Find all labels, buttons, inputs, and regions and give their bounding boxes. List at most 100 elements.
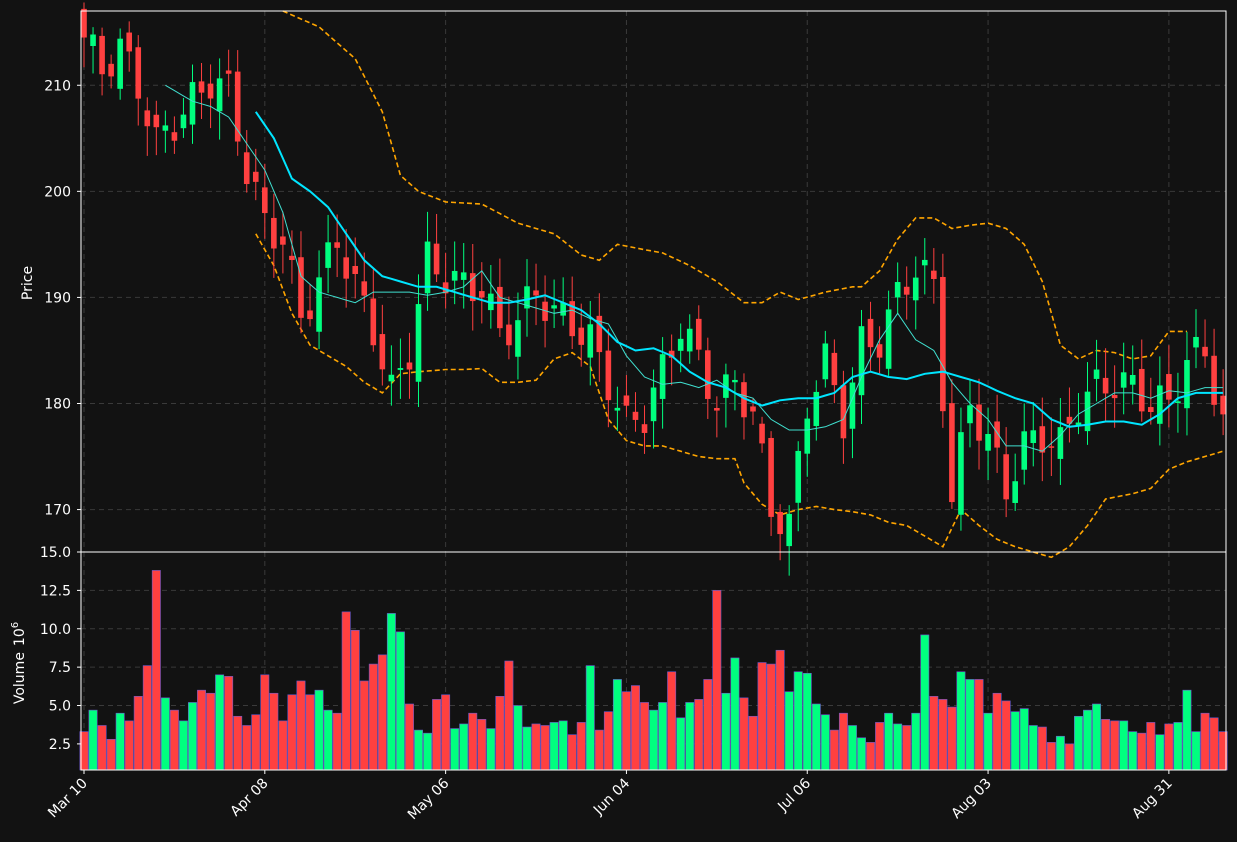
candle xyxy=(614,386,621,432)
candle-body xyxy=(759,423,765,444)
candle-body xyxy=(840,385,847,439)
volume-bar xyxy=(531,723,541,771)
volume-bar xyxy=(1037,726,1047,771)
volume-bar xyxy=(224,676,234,771)
candle-body xyxy=(695,318,702,350)
volume-bar xyxy=(169,709,179,771)
volume-bar xyxy=(875,722,885,771)
candle-body xyxy=(659,354,666,399)
candle-body xyxy=(1120,372,1127,388)
candle-body xyxy=(605,350,612,401)
volume-bar xyxy=(106,738,116,771)
volume-bar xyxy=(1155,734,1165,771)
candle xyxy=(415,274,422,407)
volume-bar xyxy=(866,742,875,771)
volume-bar xyxy=(838,712,848,771)
volume-bar xyxy=(576,722,586,771)
candle xyxy=(451,241,458,305)
volume-bar xyxy=(540,725,550,771)
candle xyxy=(388,345,395,406)
candle xyxy=(967,380,973,448)
volume-bar xyxy=(251,714,261,771)
volume-bar xyxy=(1182,689,1192,771)
candle-body xyxy=(1129,374,1136,385)
volume-tick-label: 2.5 xyxy=(49,737,71,753)
candle-body xyxy=(1075,422,1082,425)
candle xyxy=(243,130,250,193)
candle xyxy=(813,380,820,441)
volume-bar xyxy=(748,715,758,771)
candle xyxy=(234,50,241,156)
candle xyxy=(641,405,648,454)
candle-body xyxy=(108,63,114,77)
candle xyxy=(271,193,277,278)
candle xyxy=(370,269,377,352)
candle-body xyxy=(478,291,485,298)
price-tick-label: 200 xyxy=(44,184,71,200)
candle-body xyxy=(1048,446,1055,448)
candle-body xyxy=(533,290,539,296)
candle-body xyxy=(497,286,503,329)
candle xyxy=(1030,401,1037,467)
candle-body xyxy=(1084,391,1091,432)
volume-bar xyxy=(1209,717,1219,771)
volume-panel-frame xyxy=(80,551,1227,771)
volume-bar xyxy=(260,674,270,771)
ma-fast-line xyxy=(165,84,1224,452)
candle-body xyxy=(1147,407,1154,412)
candle xyxy=(840,370,847,464)
candle-body xyxy=(460,272,467,280)
volume-bar xyxy=(522,726,532,771)
volume-bar xyxy=(359,680,369,771)
candle-body xyxy=(135,47,142,99)
volume-bar xyxy=(757,662,767,771)
candle-body xyxy=(325,242,331,268)
volume-bar xyxy=(450,728,460,771)
candle-body xyxy=(1057,427,1064,459)
candle xyxy=(569,276,575,350)
candle-body xyxy=(1093,369,1100,379)
candle xyxy=(940,253,946,428)
candle xyxy=(171,116,178,154)
candle-body xyxy=(1102,377,1109,394)
candle-body xyxy=(207,83,214,99)
candle xyxy=(460,243,467,309)
volume-bars xyxy=(79,570,1228,771)
volume-bar xyxy=(992,692,1002,771)
volume-bar xyxy=(423,732,433,771)
candle xyxy=(433,213,440,283)
volume-bar xyxy=(829,729,839,771)
volume-bar xyxy=(414,729,423,771)
price-tick-label: 190 xyxy=(44,290,71,306)
candle-body xyxy=(849,382,856,429)
volume-bar xyxy=(151,570,161,771)
candle-body xyxy=(524,286,530,309)
candle xyxy=(605,328,612,428)
candle-body xyxy=(885,309,892,369)
volume-bar xyxy=(386,613,396,771)
volume-bar xyxy=(739,697,749,771)
candle xyxy=(397,338,404,399)
candle xyxy=(1211,328,1217,417)
candle-body xyxy=(876,344,883,358)
volume-axis-ticks: 2.5 5.0 7.5 10.0 12.5 15.0 xyxy=(40,545,81,753)
candle xyxy=(795,441,802,532)
volume-bar xyxy=(784,691,794,771)
candle-body xyxy=(506,324,512,346)
candle-body xyxy=(1211,355,1217,405)
candle-body xyxy=(768,437,774,517)
candle-body xyxy=(822,343,829,380)
volume-bar xyxy=(1001,700,1011,771)
volume-bar xyxy=(395,631,405,771)
candle xyxy=(424,211,431,311)
volume-bar xyxy=(621,691,631,771)
candle-body xyxy=(632,411,639,420)
candle xyxy=(316,250,322,349)
candle xyxy=(741,373,747,440)
volume-axis-title: Volume 106 xyxy=(10,622,28,704)
volume-bar xyxy=(287,694,297,771)
volume-bar xyxy=(1074,715,1083,771)
volume-bar xyxy=(847,725,857,771)
candle-body xyxy=(831,352,838,386)
candle-body xyxy=(162,125,169,131)
